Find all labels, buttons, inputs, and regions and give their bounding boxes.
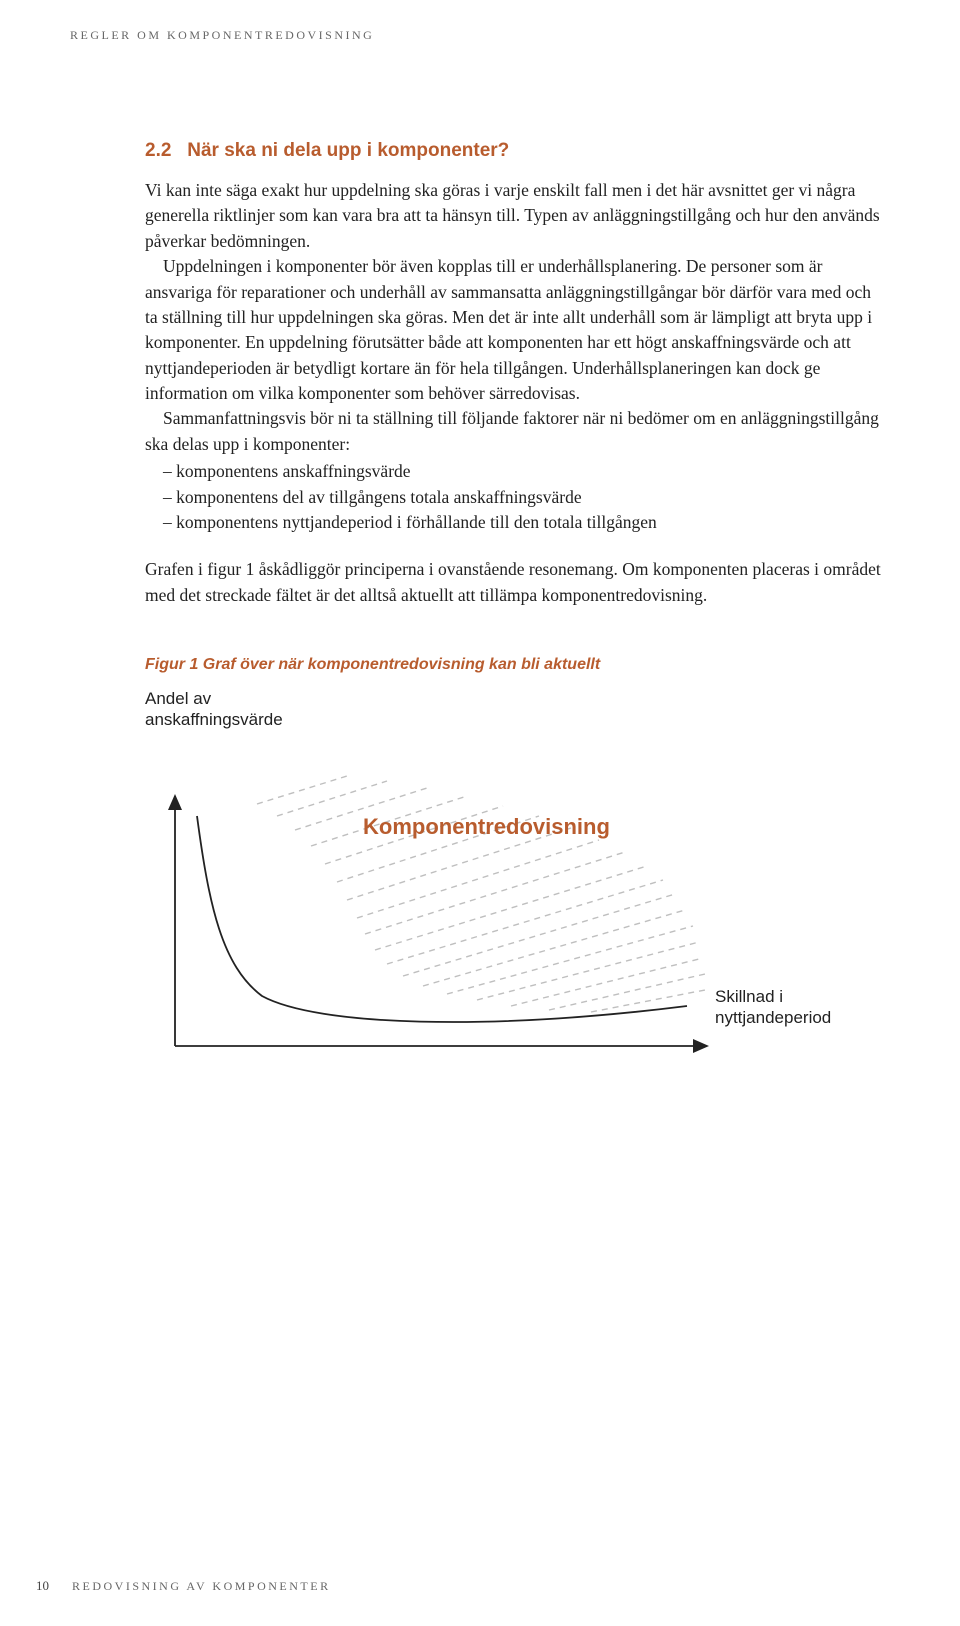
y-axis-label: Andel av anskaffningsvärde [145,688,283,731]
chart-region-label: Komponentredovisning [363,814,610,840]
figure-caption: Figur 1 Graf över när komponentredovisni… [145,656,885,674]
bullet-list: komponentens anskaffningsvärde komponent… [163,459,885,535]
section-number: 2.2 [145,140,171,161]
paragraph-4: Grafen i figur 1 åskådliggör principerna… [145,557,885,608]
paragraph-3: Sammanfattningsvis bör ni ta ställning t… [145,406,885,457]
main-content: 2.2 När ska ni dela upp i komponenter? V… [145,140,885,1068]
section-title: När ska ni dela upp i komponenter? [187,140,509,161]
running-footer: REDOVISNING AV KOMPONENTER [72,1579,331,1594]
x-axis-label: Skillnad i nyttjandeperiod [715,986,831,1029]
section-heading: 2.2 När ska ni dela upp i komponenter? [145,140,885,162]
page-number: 10 [36,1578,49,1594]
list-item: komponentens nyttjandeperiod i förhållan… [163,510,885,535]
figure-1: Andel av anskaffningsvärde Komponentredo… [145,688,885,1068]
paragraph-2: Uppdelningen i komponenter bör även kopp… [145,254,885,406]
list-item: komponentens del av tillgångens totala a… [163,485,885,510]
running-header: REGLER OM KOMPONENTREDOVISNING [70,28,374,43]
paragraph-1: Vi kan inte säga exakt hur uppdelning sk… [145,178,885,254]
list-item: komponentens anskaffningsvärde [163,459,885,484]
chart-svg [147,736,727,1076]
